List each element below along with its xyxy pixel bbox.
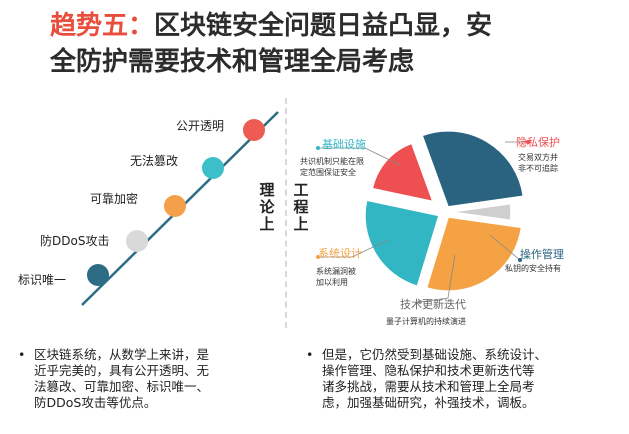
title-line-2: 全防护需要技术和管理全局考虑	[50, 47, 415, 77]
segment-desc-privacy-2: 非不可追踪	[518, 164, 558, 173]
segment-label-privacy: 隐私保护	[516, 136, 560, 149]
theory-label: 理论上	[258, 182, 276, 233]
pie-segment-infrastructure	[364, 199, 440, 288]
title-line-1: 趋势五：区块链安全问题日益凸显，安	[50, 8, 610, 44]
segment-label-tech: 技术更新迭代	[400, 298, 466, 311]
dot-icon	[518, 258, 522, 262]
item-label-encryption: 可靠加密	[90, 192, 139, 206]
segment-desc-system: 系统漏洞被 加以利用	[316, 266, 356, 288]
title-highlight: 趋势五：	[50, 11, 155, 41]
segment-desc-privacy: 交易双方并 非不可追踪	[518, 152, 558, 174]
theory-label-text: 理论上	[259, 181, 275, 233]
dot-icon	[316, 146, 320, 150]
bottom-right-text: • 但是，它仍然受到基础设施、系统设计、 操作管理、隐私保护和技术更新迭代等 诸…	[306, 347, 624, 411]
bottom-left-paragraph: 区块链系统，从数学上来讲，是 近乎完美的，具有公开透明、无 法篡改、可靠加密、标…	[34, 347, 288, 411]
segment-label-infrastructure: 基础设施	[322, 138, 366, 151]
pie-segment-system	[425, 216, 523, 292]
segment-desc-operation: 私钥的安全持有	[505, 263, 561, 274]
bottom-left-text: • 区块链系统，从数学上来讲，是 近乎完美的，具有公开透明、无 法篡改、可靠加密…	[18, 347, 288, 411]
segment-desc-infrastructure: 共识机制只能在限 定范围保证安全	[300, 156, 364, 178]
bottom-right-line-1: 但是，它仍然受到基础设施、系统设计、	[322, 347, 548, 362]
item-label-unique-id: 标识唯一	[18, 273, 67, 287]
dot-icon	[418, 300, 422, 304]
engineering-label-text: 工程上	[293, 181, 309, 233]
bottom-right-line-4: 虑，加强基础研究，补强技术，调板。	[322, 395, 535, 410]
left-dots	[87, 119, 265, 286]
segment-desc-system-2: 加以利用	[316, 278, 348, 287]
segment-label-operation: 操作管理	[520, 248, 564, 261]
segment-desc-infrastructure-2: 定范围保证安全	[300, 168, 356, 177]
item-label-tamperproof: 无法篡改	[130, 154, 179, 168]
item-dot	[243, 119, 265, 141]
bottom-left-line-4: 防DDoS攻击等优点。	[34, 395, 157, 410]
title-line-1-text: 区块链安全问题日益凸显，安	[154, 11, 493, 41]
bottom-left-line-1: 区块链系统，从数学上来讲，是	[34, 347, 210, 362]
pie-segment-privacy	[371, 142, 435, 203]
section-divider	[285, 98, 287, 328]
bullet-icon: •	[18, 347, 26, 362]
leader-lines	[318, 141, 528, 303]
segment-desc-tech-1: 量子计算机的持续演进	[386, 317, 466, 326]
bottom-right-line-3: 诸多挑战，需要从技术和管理上全局考	[322, 379, 535, 394]
segment-desc-infrastructure-1: 共识机制只能在限	[300, 157, 364, 166]
segment-desc-tech: 量子计算机的持续演进	[386, 316, 466, 327]
item-label-ddos: 防DDoS攻击	[40, 234, 110, 248]
leader-line-tech	[419, 254, 456, 303]
pie-chart	[364, 130, 525, 292]
segment-desc-system-1: 系统漏洞被	[316, 267, 356, 276]
item-dot	[202, 157, 224, 179]
leader-line-icons	[316, 140, 530, 304]
page-title: 趋势五：区块链安全问题日益凸显，安 全防护需要技术和管理全局考虑	[50, 8, 610, 80]
segment-label-system: 系统设计	[318, 247, 362, 260]
bottom-right-paragraph: 但是，它仍然受到基础设施、系统设计、 操作管理、隐私保护和技术更新迭代等 诸多挑…	[322, 347, 624, 411]
leader-line-infrastructure	[318, 147, 401, 166]
segment-desc-operation-1: 私钥的安全持有	[505, 264, 561, 273]
pie-segment-operation	[421, 130, 525, 208]
bullet-icon: •	[306, 347, 314, 362]
bottom-left-line-2: 近乎完美的，具有公开透明、无	[34, 363, 210, 378]
engineering-label: 工程上	[292, 182, 310, 233]
pie-segment-tech	[450, 202, 512, 222]
bottom-right-line-2: 操作管理、隐私保护和技术更新迭代等	[322, 363, 535, 378]
item-label-transparent: 公开透明	[176, 119, 225, 133]
segment-desc-privacy-1: 交易双方并	[518, 153, 558, 162]
bottom-left-line-3: 法篡改、可靠加密、标识唯一、	[34, 379, 210, 394]
item-dot	[87, 264, 109, 286]
item-dot	[164, 195, 186, 217]
item-dot	[126, 230, 148, 252]
dot-icon	[316, 255, 320, 259]
leader-line-operation	[489, 234, 521, 261]
dot-icon	[526, 140, 530, 144]
leader-line-system	[318, 239, 389, 258]
